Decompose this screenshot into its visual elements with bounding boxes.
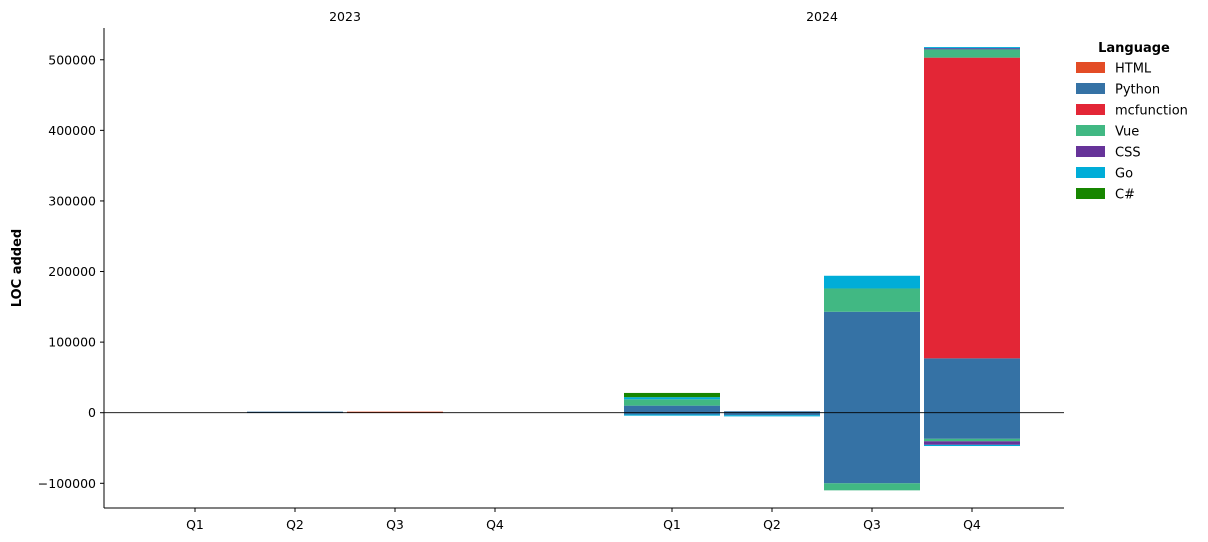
bar-vue-pos-6 <box>824 288 920 312</box>
bar-go-pos-6 <box>824 275 920 289</box>
bar-python-pos-1 <box>247 411 343 413</box>
legend-label-html: HTML <box>1115 62 1152 77</box>
bar-mcfunction-pos-7 <box>924 57 1020 359</box>
y-tick-label: 100000 <box>48 335 96 350</box>
group-labels: 2023 2024 <box>329 9 838 24</box>
legend-swatch-vue <box>1076 125 1105 136</box>
legend-swatch-mcfunction <box>1076 104 1105 115</box>
y-axis-label: LOC added <box>10 229 25 307</box>
y-tick-label: 300000 <box>48 193 96 208</box>
x-tick-label: Q3 <box>386 517 404 532</box>
bar-go-pos-4 <box>624 397 720 400</box>
x-tick-label: Q2 <box>286 517 304 532</box>
bar-vue-pos-4 <box>624 399 720 406</box>
x-tick-label: Q4 <box>486 517 504 532</box>
x-tick-label: Q1 <box>186 517 204 532</box>
legend: Language HTML Python mcfunction Vue CSS Go C# <box>1076 41 1188 203</box>
x-tick-label: Q4 <box>963 517 981 532</box>
y-ticks: −100000 0 100000 200000 300000 400000 500000 <box>38 52 104 491</box>
legend-label-c: C# <box>1115 188 1135 203</box>
group-label-0: 2023 <box>329 9 361 24</box>
group-label-1: 2024 <box>806 9 838 24</box>
bar-python-pos-6 <box>824 311 920 413</box>
legend-swatch-python <box>1076 83 1105 94</box>
bar-css-pos-7 <box>924 48 1020 50</box>
bar-python-pos-7 <box>924 358 1020 413</box>
legend-swatch-css <box>1076 146 1105 157</box>
bar-c-pos-4 <box>624 392 720 398</box>
x-tick-label: Q2 <box>763 517 781 532</box>
legend-label-python: Python <box>1115 83 1160 98</box>
bar-go-pos-7 <box>924 47 1020 49</box>
bar-python-neg-4 <box>624 412 720 415</box>
bar-python-pos-5 <box>724 411 820 413</box>
bar-go-neg-4 <box>624 414 720 416</box>
bar-go-neg-7 <box>924 444 1020 447</box>
y-tick-label: 200000 <box>48 264 96 279</box>
legend-label-vue: Vue <box>1115 125 1139 140</box>
y-tick-label: −100000 <box>38 476 96 491</box>
legend-label-mcfunction: mcfunction <box>1115 104 1188 119</box>
bar-vue-neg-6 <box>824 483 920 491</box>
y-tick-label: 0 <box>88 405 96 420</box>
x-tick-label: Q3 <box>863 517 881 532</box>
legend-label-css: CSS <box>1115 146 1141 161</box>
legend-swatch-go <box>1076 167 1105 178</box>
legend-title: Language <box>1098 41 1170 56</box>
bar-python-pos-4 <box>624 405 720 413</box>
bar-html-pos-2 <box>347 411 443 413</box>
x-ticks: Q1 Q2 Q3 Q4 Q1 Q2 Q3 Q4 <box>186 508 981 532</box>
x-tick-label: Q1 <box>663 517 681 532</box>
bars-layer <box>247 47 1020 491</box>
bar-vue-neg-7 <box>924 438 1020 442</box>
y-tick-label: 400000 <box>48 123 96 138</box>
legend-label-go: Go <box>1115 167 1133 182</box>
bar-python-neg-5 <box>724 412 820 416</box>
bar-css-neg-7 <box>924 441 1020 445</box>
legend-swatch-html <box>1076 62 1105 73</box>
y-tick-label: 500000 <box>48 52 96 67</box>
bar-python-neg-7 <box>924 412 1020 439</box>
bar-go-neg-5 <box>724 415 820 417</box>
bar-vue-pos-7 <box>924 49 1020 58</box>
legend-swatch-c <box>1076 188 1105 199</box>
bar-python-neg-6 <box>824 412 920 484</box>
